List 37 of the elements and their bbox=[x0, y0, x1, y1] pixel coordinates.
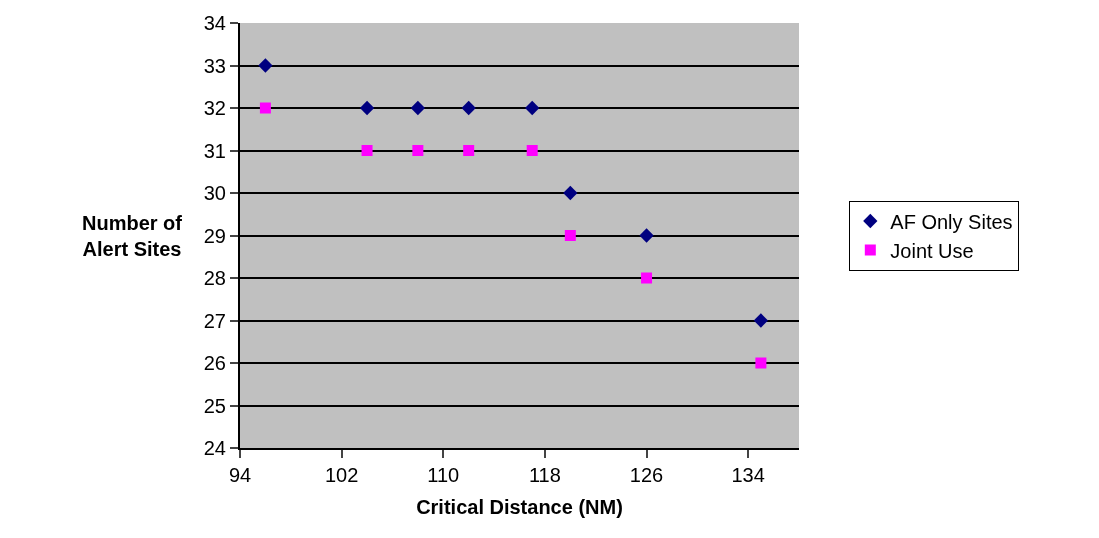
y-tick-label: 31 bbox=[203, 139, 226, 162]
point bbox=[361, 145, 373, 156]
y-tick-label: 25 bbox=[203, 394, 226, 417]
x-tick-label: 126 bbox=[629, 464, 664, 486]
y-tick-label: 24 bbox=[203, 437, 226, 459]
x-tick-label: 134 bbox=[731, 464, 765, 486]
y-tick-label: 32 bbox=[203, 97, 226, 119]
y-tick-label: 30 bbox=[203, 182, 226, 204]
x-tick-label: 94 bbox=[228, 464, 252, 486]
point bbox=[525, 100, 540, 116]
x-tick-label: 110 bbox=[427, 464, 460, 486]
point bbox=[564, 230, 576, 241]
x-tick-label: 118 bbox=[528, 464, 561, 486]
y-tick-label: 29 bbox=[203, 224, 226, 247]
point bbox=[563, 185, 578, 201]
y-tick-label: 27 bbox=[203, 309, 226, 332]
y-tick-label: 28 bbox=[203, 267, 226, 289]
point bbox=[755, 357, 767, 369]
x-axis-title: Critical Distance (NM) bbox=[416, 496, 623, 518]
point bbox=[753, 313, 769, 328]
point bbox=[258, 58, 273, 73]
point bbox=[641, 272, 653, 284]
point bbox=[412, 145, 424, 156]
point bbox=[526, 145, 538, 156]
y-tick-label: 34 bbox=[203, 12, 226, 34]
y-axis-title: Number of Alert Sites bbox=[82, 212, 183, 260]
point bbox=[463, 145, 475, 156]
point bbox=[461, 100, 476, 116]
y-tick-label: 26 bbox=[203, 352, 226, 374]
legend-label: AF Only Sites bbox=[890, 210, 1013, 233]
x-tick-label: 102 bbox=[324, 464, 359, 486]
point bbox=[639, 228, 654, 243]
y-tick-label: 33 bbox=[203, 54, 226, 77]
point bbox=[410, 100, 426, 116]
legend-label: Joint Use bbox=[890, 239, 974, 262]
point bbox=[359, 100, 375, 116]
point bbox=[259, 102, 271, 114]
